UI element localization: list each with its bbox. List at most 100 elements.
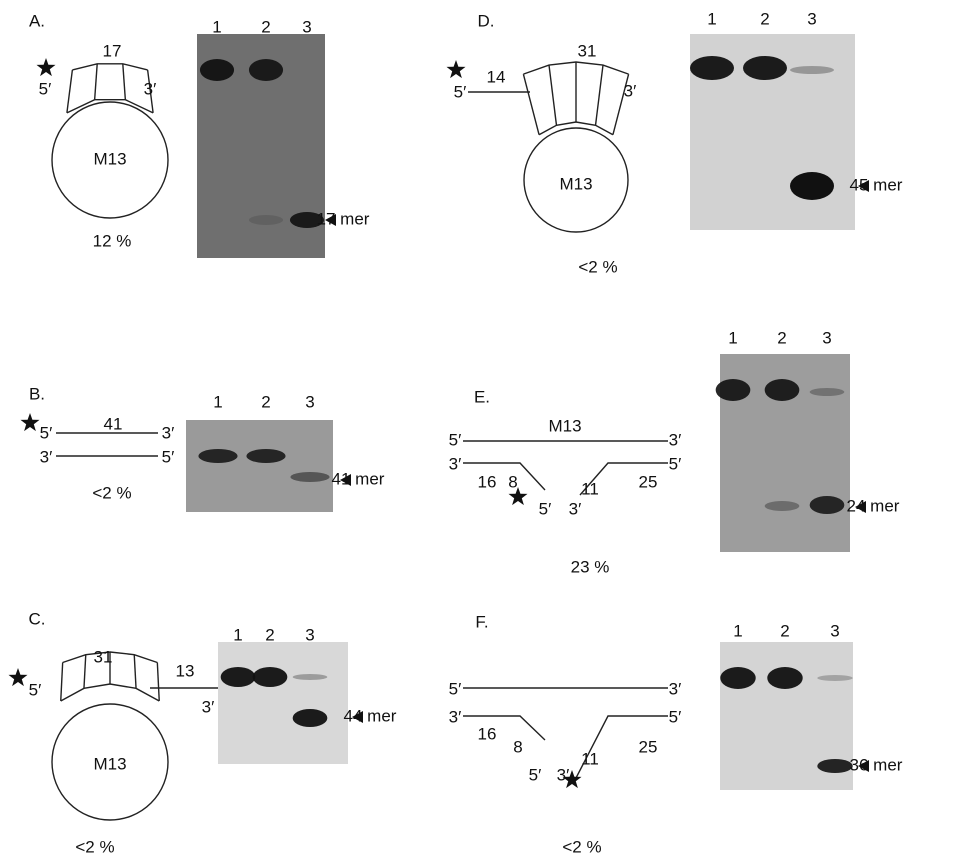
diagram-label: 31 [94,647,113,666]
figure: A.175′3′M1312 %12317 merD.14315′3′M13<2 … [0,0,954,856]
diagram-label: 3′ [202,697,215,716]
strand [523,74,539,135]
strand [463,463,545,490]
diagram-label: 5′ [449,679,462,698]
diagram-label: 8 [508,472,517,491]
strand [84,655,86,689]
gel-band [817,675,852,681]
diagram-label: M13 [93,754,126,773]
diagram-label: 5′ [669,707,682,726]
gel-band [293,674,328,680]
strand [596,65,603,125]
strand [95,64,98,100]
label-star [37,58,56,76]
gel-band [249,59,283,81]
gel-band [810,388,845,396]
diagram-label: 8 [513,737,522,756]
yield-label: 23 % [571,557,610,576]
diagram-label: 3′ [162,423,175,442]
strand [123,64,126,100]
label-star [9,668,28,686]
product-label: 41 mer [332,469,385,488]
diagram-label: 25 [639,472,658,491]
diagram-label: 5′ [39,79,52,98]
diagram-label: 16 [478,724,497,743]
diagram-label: M13 [93,149,126,168]
diagram-label: 14 [487,67,506,86]
diagram-label: M13 [548,416,581,435]
product-label: 36 mer [850,755,903,774]
panel-label: F. [475,612,488,631]
panel-label: D. [478,11,495,30]
yield-label: <2 % [578,257,617,276]
lane-label: 1 [733,621,742,640]
diagram-label: 5′ [162,447,175,466]
product-label: 45 mer [850,175,903,194]
lane-label: 1 [233,625,242,644]
gel-band [249,215,283,225]
diagram-label: 3′ [569,499,582,518]
strand [72,64,147,70]
lane-label: 3 [305,392,314,411]
diagram-label: 3′ [144,79,157,98]
diagram-label: 5′ [539,499,552,518]
lane-label: 1 [213,392,222,411]
gel-band [690,56,734,80]
gel-band [790,66,834,74]
gel-band [790,172,834,200]
diagram-label: 3′ [449,454,462,473]
strand [463,716,545,740]
diagram-label: 25 [639,737,658,756]
gel-band [765,379,800,401]
strand [157,662,159,700]
product-label: 44 mer [344,706,397,725]
product-label: 17 mer [317,209,370,228]
yield-label: <2 % [562,837,601,856]
diagram-label: 3′ [669,679,682,698]
gel-band [246,449,285,463]
diagram-label: 17 [103,41,122,60]
gel-band [290,472,329,482]
yield-label: <2 % [75,837,114,856]
panel-label: E. [474,387,490,406]
gel-band [253,667,288,687]
gel-band [200,59,234,81]
lane-label: 2 [265,625,274,644]
lane-label: 3 [822,328,831,347]
strand [549,65,556,125]
label-star [21,413,40,431]
diagram-label: 11 [581,749,599,768]
diagram-label: 3′ [669,430,682,449]
diagram-label: 5′ [29,680,42,699]
diagram-label: 3′ [624,81,637,100]
yield-label: 12 % [93,231,132,250]
diagram-label: 11 [581,479,599,498]
lane-label: 2 [780,621,789,640]
label-star [447,60,466,78]
diagram-label: 5′ [454,82,467,101]
gel-image [186,420,333,512]
diagram-label: 3′ [557,765,570,784]
panel-label: B. [29,384,45,403]
lane-label: 3 [305,625,314,644]
gel-band [716,379,751,401]
lane-label: 3 [807,9,816,28]
panel-label: C. [29,609,46,628]
diagram-label: 13 [176,661,195,680]
diagram-label: 5′ [669,454,682,473]
strand [67,70,72,113]
lane-label: 3 [830,621,839,640]
product-label: 24 mer [847,496,900,515]
strand [134,655,136,689]
yield-label: <2 % [92,483,131,502]
gel-band [743,56,787,80]
lane-label: 1 [707,9,716,28]
gel-band [767,667,802,689]
diagram-label: 5′ [449,430,462,449]
gel-band [765,501,800,511]
gel-image [218,642,348,764]
gel-band [221,667,256,687]
lane-label: 2 [261,392,270,411]
lane-label: 3 [302,17,311,36]
lane-label: 2 [777,328,786,347]
